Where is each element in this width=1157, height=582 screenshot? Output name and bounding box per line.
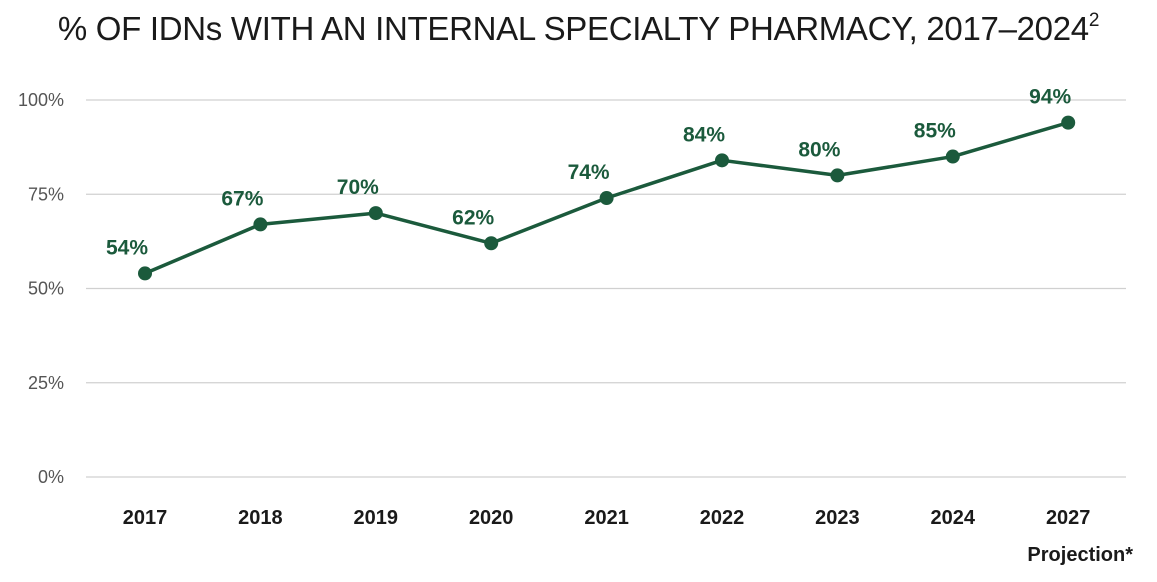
data-label-2019: 70% <box>337 176 379 199</box>
gridlines <box>86 99 1126 478</box>
x-tick-label: 2022 <box>700 507 745 529</box>
x-tick-label: 2019 <box>354 507 399 529</box>
x-tick-label: 2024 <box>931 507 976 529</box>
x-tick-label: 2017 <box>123 507 168 529</box>
chart-title-footnote: 2 <box>1088 10 1100 31</box>
chart-title-text: % OF IDNs WITH AN INTERNAL SPECIALTY PHA… <box>57 10 1089 47</box>
data-label-2021: 74% <box>568 161 610 184</box>
y-tick-label: 100% <box>18 90 64 110</box>
data-point-2018 <box>253 217 268 232</box>
x-tick-label: 2018 <box>238 507 283 529</box>
y-tick-label: 50% <box>28 279 64 299</box>
data-point-2022 <box>715 153 729 168</box>
data-point-2017 <box>138 266 152 281</box>
data-label-2017: 54% <box>106 236 148 259</box>
data-point-2027 <box>1061 115 1076 130</box>
data-point-2021 <box>599 191 614 206</box>
data-label-2018: 67% <box>221 187 263 210</box>
data-labels: 54% 67% 70% 62% 74% 84% 80% 85% 94% <box>106 86 1072 260</box>
data-point-2024 <box>945 149 960 164</box>
chart-title: % OF IDNs WITH AN INTERNAL SPECIALTY PHA… <box>0 10 1157 48</box>
data-label-2020: 62% <box>452 206 494 229</box>
data-point-2019 <box>368 206 383 221</box>
x-tick-label: 2021 <box>584 507 629 529</box>
data-label-2023: 80% <box>798 138 840 161</box>
y-tick-label: 75% <box>28 184 64 204</box>
x-tick-label: 2027 <box>1046 507 1091 529</box>
x-tick-label: 2023 <box>815 507 860 529</box>
x-tick-label: 2020 <box>469 507 514 529</box>
data-point-2020 <box>484 236 499 251</box>
data-points <box>138 115 1076 281</box>
data-point-2023 <box>830 168 845 183</box>
data-label-2027: 94% <box>1029 86 1071 109</box>
y-tick-label: 0% <box>38 467 64 487</box>
y-axis-ticks: 0% 25% 50% 75% 100% <box>18 90 64 487</box>
x-axis-ticks: 2017 2018 2019 2020 2021 2022 2023 2024 2027 <box>123 507 1091 529</box>
data-label-2022: 84% <box>683 123 725 146</box>
y-tick-label: 25% <box>28 373 64 393</box>
projection-annotation: Projection* <box>1027 544 1133 566</box>
data-label-2024: 85% <box>914 120 956 143</box>
